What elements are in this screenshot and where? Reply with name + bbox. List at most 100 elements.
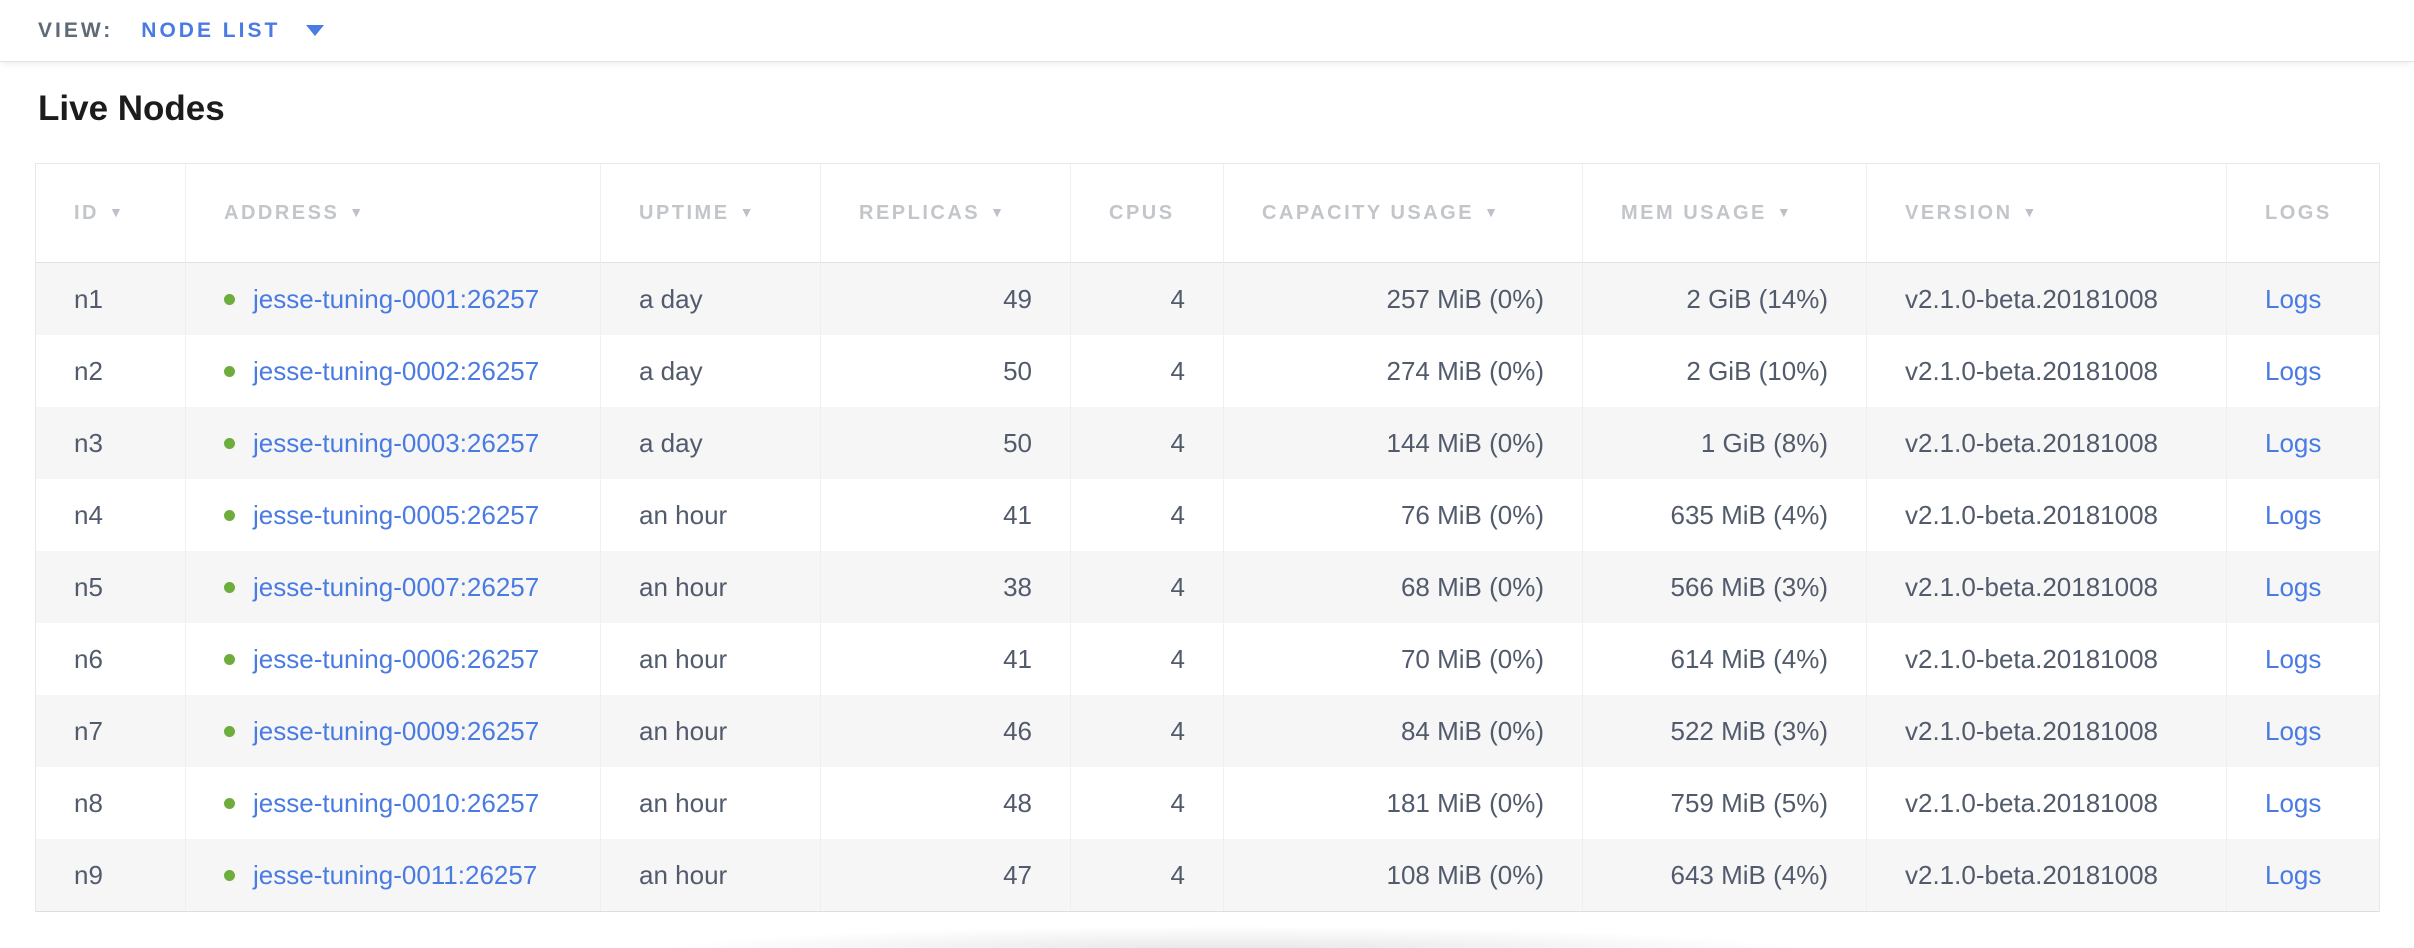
cell-version: v2.1.0-beta.20181008 bbox=[1867, 407, 2227, 479]
cell-address: jesse-tuning-0006:26257 bbox=[186, 623, 601, 695]
cell-cpus: 4 bbox=[1071, 479, 1224, 551]
cell-mem: 566 MiB (3%) bbox=[1583, 551, 1867, 623]
cell-address: jesse-tuning-0005:26257 bbox=[186, 479, 601, 551]
cell-logs: Logs bbox=[2227, 839, 2379, 911]
column-header-label: ADDRESS bbox=[224, 201, 340, 224]
sort-arrow-icon: ▼ bbox=[990, 203, 1007, 220]
cell-uptime: a day bbox=[601, 335, 821, 407]
node-address-link[interactable]: jesse-tuning-0001:26257 bbox=[253, 283, 540, 314]
logs-link[interactable]: Logs bbox=[2265, 787, 2322, 818]
column-header-replicas[interactable]: REPLICAS ▼ bbox=[821, 164, 1071, 263]
cell-id: n5 bbox=[36, 551, 186, 623]
cell-logs: Logs bbox=[2227, 335, 2379, 407]
cell-replicas: 48 bbox=[821, 767, 1071, 839]
column-header-label: CAPACITY USAGE bbox=[1262, 201, 1475, 224]
sort-arrow-icon: ▼ bbox=[739, 203, 756, 220]
cell-version: v2.1.0-beta.20181008 bbox=[1867, 767, 2227, 839]
cell-logs: Logs bbox=[2227, 551, 2379, 623]
cell-address: jesse-tuning-0002:26257 bbox=[186, 335, 601, 407]
cell-address: jesse-tuning-0010:26257 bbox=[186, 767, 601, 839]
node-address-link[interactable]: jesse-tuning-0011:26257 bbox=[253, 859, 538, 890]
logs-link[interactable]: Logs bbox=[2265, 283, 2322, 314]
view-label: VIEW: bbox=[38, 18, 114, 42]
cell-address: jesse-tuning-0011:26257 bbox=[186, 839, 601, 911]
logs-link[interactable]: Logs bbox=[2265, 643, 2322, 674]
node-address-link[interactable]: jesse-tuning-0002:26257 bbox=[253, 355, 540, 386]
table-header: ID ▼ ADDRESS ▼ UPTIME ▼ REPLICAS ▼ CPUS CAPACITY … bbox=[36, 164, 2379, 263]
column-header-label: ID bbox=[74, 201, 99, 224]
column-header-uptime[interactable]: UPTIME ▼ bbox=[601, 164, 821, 263]
logs-link[interactable]: Logs bbox=[2265, 499, 2322, 530]
caret-down-icon bbox=[306, 25, 325, 36]
cell-uptime: an hour bbox=[601, 839, 821, 911]
node-live-status-icon bbox=[224, 869, 235, 881]
node-live-status-icon bbox=[224, 437, 235, 449]
cell-address: jesse-tuning-0009:26257 bbox=[186, 695, 601, 767]
column-header-mem[interactable]: MEM USAGE ▼ bbox=[1583, 164, 1867, 263]
cell-capacity: 84 MiB (0%) bbox=[1224, 695, 1583, 767]
cell-mem: 1 GiB (8%) bbox=[1583, 407, 1867, 479]
cell-logs: Logs bbox=[2227, 479, 2379, 551]
column-header-version[interactable]: VERSION ▼ bbox=[1867, 164, 2227, 263]
live-nodes-table: ID ▼ ADDRESS ▼ UPTIME ▼ REPLICAS ▼ CPUS CAPACITY … bbox=[35, 163, 2380, 912]
node-address-link[interactable]: jesse-tuning-0010:26257 bbox=[253, 787, 540, 818]
column-header-cpus: CPUS bbox=[1071, 164, 1224, 263]
cell-mem: 2 GiB (10%) bbox=[1583, 335, 1867, 407]
cell-replicas: 41 bbox=[821, 623, 1071, 695]
logs-link[interactable]: Logs bbox=[2265, 571, 2322, 602]
cell-address: jesse-tuning-0001:26257 bbox=[186, 263, 601, 335]
cell-mem: 2 GiB (14%) bbox=[1583, 263, 1867, 335]
cell-replicas: 41 bbox=[821, 479, 1071, 551]
cell-replicas: 50 bbox=[821, 335, 1071, 407]
logs-link[interactable]: Logs bbox=[2265, 427, 2322, 458]
cell-mem: 759 MiB (5%) bbox=[1583, 767, 1867, 839]
table-row: n2 jesse-tuning-0002:26257 a day 50 4 274 MiB… bbox=[36, 335, 2379, 407]
cell-cpus: 4 bbox=[1071, 407, 1224, 479]
cell-id: n4 bbox=[36, 479, 186, 551]
cell-id: n6 bbox=[36, 623, 186, 695]
cell-cpus: 4 bbox=[1071, 263, 1224, 335]
node-address-link[interactable]: jesse-tuning-0006:26257 bbox=[253, 643, 540, 674]
node-live-status-icon bbox=[224, 509, 235, 521]
node-address-link[interactable]: jesse-tuning-0007:26257 bbox=[253, 571, 540, 602]
logs-link[interactable]: Logs bbox=[2265, 859, 2322, 890]
column-header-capacity[interactable]: CAPACITY USAGE ▼ bbox=[1224, 164, 1583, 263]
table-row: n8 jesse-tuning-0010:26257 an hour 48 4 181 M… bbox=[36, 767, 2379, 839]
node-live-status-icon bbox=[224, 293, 235, 305]
cell-id: n7 bbox=[36, 695, 186, 767]
cell-logs: Logs bbox=[2227, 407, 2379, 479]
cell-replicas: 46 bbox=[821, 695, 1071, 767]
cell-logs: Logs bbox=[2227, 695, 2379, 767]
cell-replicas: 50 bbox=[821, 407, 1071, 479]
table-row: n1 jesse-tuning-0001:26257 a day 49 4 257 MiB… bbox=[36, 263, 2379, 335]
table-row: n7 jesse-tuning-0009:26257 an hour 46 4 84 Mi… bbox=[36, 695, 2379, 767]
cell-version: v2.1.0-beta.20181008 bbox=[1867, 335, 2227, 407]
column-header-id[interactable]: ID ▼ bbox=[36, 164, 186, 263]
sort-arrow-icon: ▼ bbox=[349, 203, 366, 220]
logs-link[interactable]: Logs bbox=[2265, 715, 2322, 746]
node-address-link[interactable]: jesse-tuning-0003:26257 bbox=[253, 427, 540, 458]
node-address-link[interactable]: jesse-tuning-0005:26257 bbox=[253, 499, 540, 530]
view-selector-dropdown[interactable]: NODE LIST bbox=[141, 19, 325, 43]
cell-mem: 614 MiB (4%) bbox=[1583, 623, 1867, 695]
cell-capacity: 257 MiB (0%) bbox=[1224, 263, 1583, 335]
cell-id: n9 bbox=[36, 839, 186, 911]
node-address-link[interactable]: jesse-tuning-0009:26257 bbox=[253, 715, 540, 746]
cell-version: v2.1.0-beta.20181008 bbox=[1867, 623, 2227, 695]
column-header-label: UPTIME bbox=[639, 201, 730, 224]
table-row: n5 jesse-tuning-0007:26257 an hour 38 4 68 Mi… bbox=[36, 551, 2379, 623]
cell-id: n1 bbox=[36, 263, 186, 335]
column-header-address[interactable]: ADDRESS ▼ bbox=[186, 164, 601, 263]
cell-id: n8 bbox=[36, 767, 186, 839]
cell-cpus: 4 bbox=[1071, 623, 1224, 695]
column-header-logs: LOGS bbox=[2227, 164, 2379, 263]
cell-capacity: 144 MiB (0%) bbox=[1224, 407, 1583, 479]
logs-link[interactable]: Logs bbox=[2265, 355, 2322, 386]
cell-logs: Logs bbox=[2227, 263, 2379, 335]
cell-capacity: 181 MiB (0%) bbox=[1224, 767, 1583, 839]
cell-cpus: 4 bbox=[1071, 839, 1224, 911]
cell-mem: 635 MiB (4%) bbox=[1583, 479, 1867, 551]
cell-version: v2.1.0-beta.20181008 bbox=[1867, 479, 2227, 551]
column-header-label: REPLICAS bbox=[859, 201, 981, 224]
cell-replicas: 49 bbox=[821, 263, 1071, 335]
